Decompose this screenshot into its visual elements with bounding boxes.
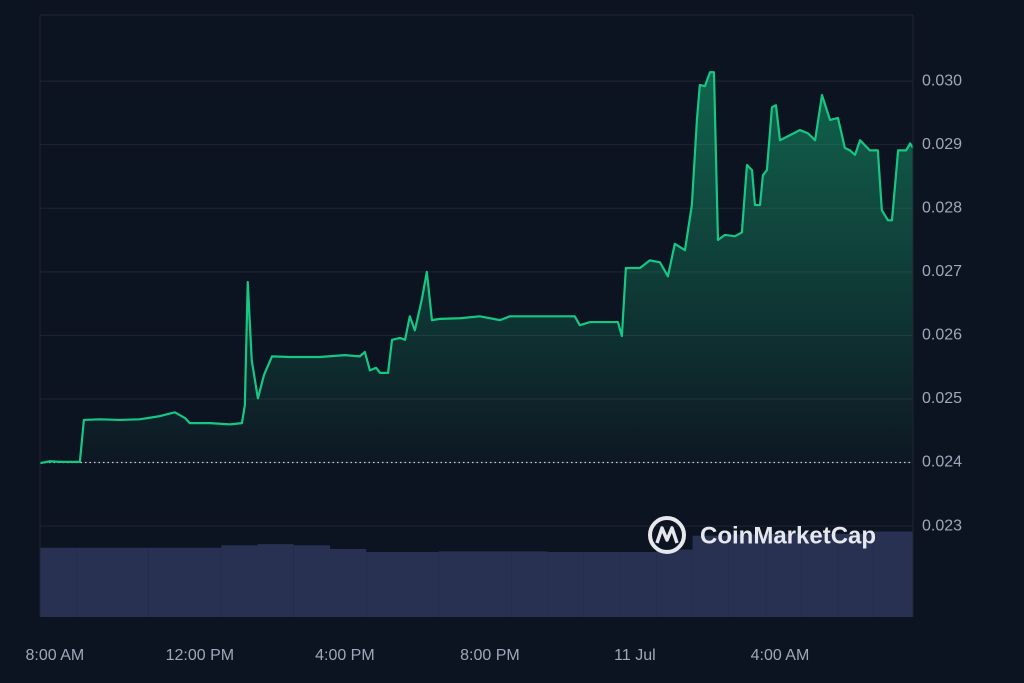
x-tick-label: 12:00 PM	[166, 647, 234, 664]
volume-bar	[873, 531, 913, 617]
volume-bar	[402, 551, 439, 617]
logo-mark	[655, 526, 679, 544]
y-tick-label: 0.023	[922, 517, 962, 534]
volume-bar	[692, 535, 729, 617]
y-tick-label: 0.027	[922, 263, 962, 280]
watermark: CoinMarketCap	[648, 516, 876, 554]
plot	[39, 71, 914, 465]
price-line	[39, 71, 914, 465]
volume-bar	[221, 545, 258, 617]
volume-bar	[148, 547, 186, 617]
volume-bar	[293, 545, 331, 617]
x-tick-label: 8:00 AM	[26, 647, 85, 664]
volume-bar	[801, 533, 838, 617]
volume-bar	[547, 551, 584, 617]
watermark-text: CoinMarketCap	[700, 522, 876, 549]
logo	[648, 516, 686, 554]
volume-bar	[40, 547, 77, 617]
volume-bar	[511, 551, 548, 617]
y-tick-label: 0.030	[922, 72, 962, 89]
volume-bar	[366, 551, 403, 617]
volume-bar	[330, 548, 367, 617]
volume-bar	[765, 533, 802, 617]
x-tick-label: 4:00 AM	[751, 647, 810, 664]
x-tick-label: 4:00 PM	[315, 647, 375, 664]
volume-bar	[620, 551, 657, 617]
volume-bar	[438, 551, 476, 617]
y-tick-label: 0.026	[922, 327, 962, 344]
y-tick-label: 0.024	[922, 454, 962, 471]
x-tick-label: 8:00 PM	[460, 647, 520, 664]
volume-bar	[475, 551, 512, 617]
y-tick-label: 0.029	[922, 136, 962, 153]
volume-bar	[185, 547, 222, 617]
volume-bar	[728, 534, 766, 617]
volume-bar	[656, 549, 693, 617]
volume-bar	[76, 547, 113, 617]
volume-bar	[837, 533, 874, 617]
volume	[40, 531, 913, 617]
volume-bar	[583, 551, 621, 617]
volume-bar	[257, 544, 294, 617]
y-tick-label: 0.028	[922, 199, 962, 216]
y-tick-label: 0.025	[922, 390, 962, 407]
x-tick-label: 11 Jul	[614, 647, 656, 664]
volume-bar	[112, 547, 149, 617]
